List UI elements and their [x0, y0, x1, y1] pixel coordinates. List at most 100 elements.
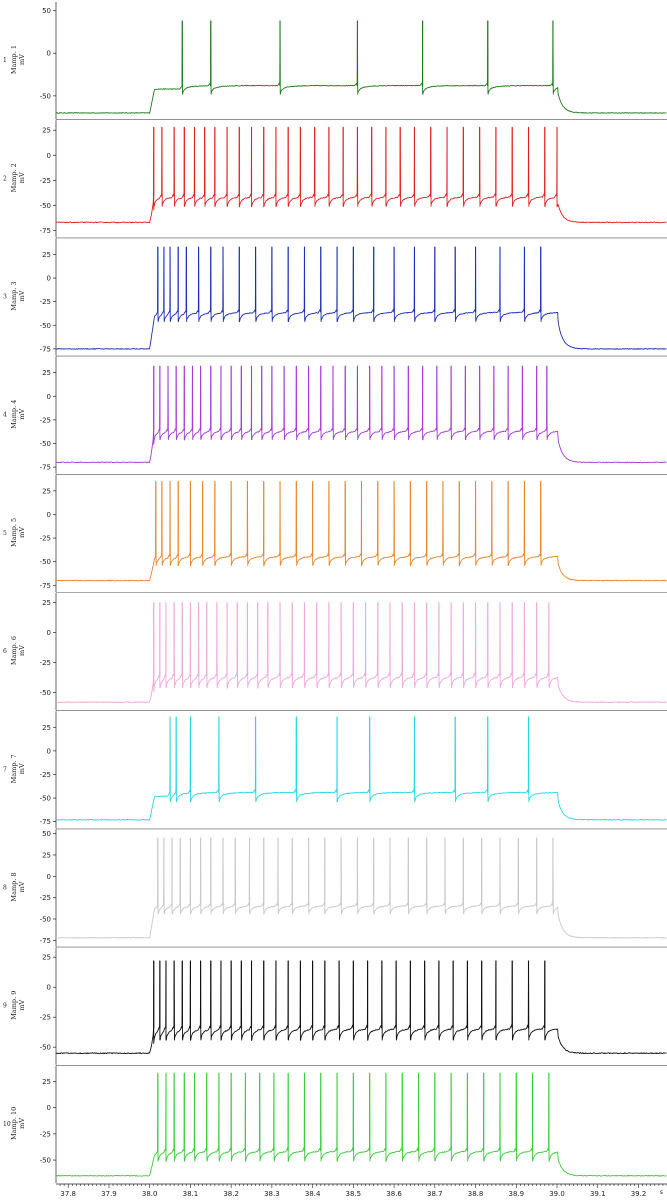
panel-name-label: Mamp. 4: [10, 400, 18, 429]
panel-name-label: Mamp. 5: [10, 518, 18, 547]
x-tick-label: 38.1: [183, 1190, 199, 1198]
panel-index-label: 4: [3, 412, 7, 419]
panel-unit-label: mV: [18, 999, 26, 1010]
panel-index-label: 5: [3, 530, 7, 537]
y-tick-label: 0: [47, 873, 51, 881]
x-tick-label: 39.0: [549, 1190, 565, 1198]
x-tick-label: 38.9: [508, 1190, 524, 1198]
panel-unit-label: mV: [18, 172, 26, 183]
x-tick-label: 37.8: [60, 1190, 76, 1198]
panel-index-label: 6: [3, 648, 7, 655]
panel-unit-label: mV: [18, 645, 26, 656]
y-tick-label: -25: [40, 894, 51, 902]
panel-unit-label: mV: [18, 1118, 26, 1129]
x-tick-label: 38.5: [346, 1190, 362, 1198]
x-tick-label: 39.2: [631, 1190, 647, 1198]
y-tick-label: 0: [47, 747, 51, 755]
y-tick-label: 0: [47, 393, 51, 401]
panel-5: 25 0 -25 -50 -75 5 Mamp. 5 mV: [3, 473, 667, 592]
y-tick-label: 25: [42, 1078, 51, 1086]
panel-index-label: 10: [3, 1121, 11, 1128]
y-tick-label: -25: [40, 177, 51, 185]
y-tick-label: -75: [40, 582, 51, 590]
y-tick-label: 0: [47, 50, 51, 58]
y-tick-label: 0: [47, 511, 51, 519]
y-tick-label: -50: [40, 916, 51, 924]
panel-unit-label: mV: [18, 54, 26, 65]
y-tick-label: 25: [42, 369, 51, 377]
y-tick-label: -50: [40, 322, 51, 330]
panel-2: 25 0 -25 -50 -75 2 Mamp. 2 mV: [3, 119, 667, 238]
y-tick-label: 25: [42, 599, 51, 607]
y-tick-label: 50: [42, 7, 51, 15]
panel-name-label: Mamp. 1: [10, 45, 18, 74]
panel-name-label: Mamp. 9: [10, 991, 18, 1020]
panel-index-label: 8: [3, 885, 7, 892]
y-tick-label: -75: [40, 345, 51, 353]
trace-line-7: [55, 716, 667, 821]
y-tick-label: -25: [40, 535, 51, 543]
trace-line-1: [55, 20, 667, 114]
panel-name-label: Mamp. 2: [10, 163, 18, 192]
y-tick-label: -50: [40, 1044, 51, 1052]
y-tick-label: 0: [47, 152, 51, 160]
y-tick-label: -75: [40, 818, 51, 826]
panel-3: 25 0 -25 -50 -75 3 Mamp. 3 mV: [3, 237, 667, 356]
x-tick-label: 38.6: [386, 1190, 402, 1198]
y-tick-label: 25: [42, 852, 51, 860]
panel-index-label: 2: [3, 175, 7, 182]
panel-name-label: Mamp. 10: [10, 1107, 18, 1140]
y-tick-label: 25: [42, 251, 51, 259]
y-tick-label: 0: [47, 1104, 51, 1112]
y-tick-label: -25: [40, 771, 51, 779]
panel-name-label: Mamp. 6: [10, 636, 18, 665]
trace-line-3: [55, 246, 667, 350]
y-tick-label: -50: [40, 202, 51, 210]
panel-unit-label: mV: [18, 408, 26, 419]
y-tick-label: -25: [40, 1014, 51, 1022]
x-tick-label: 38.7: [427, 1190, 443, 1198]
y-tick-label: -25: [40, 1130, 51, 1138]
panel-unit-label: mV: [18, 881, 26, 892]
x-unit-label: s: [660, 1189, 663, 1196]
y-tick-label: -50: [40, 1157, 51, 1165]
y-tick-label: -50: [40, 92, 51, 100]
panel-name-label: Mamp. 7: [10, 754, 18, 783]
y-tick-label: -50: [40, 795, 51, 803]
y-tick-label: -25: [40, 659, 51, 667]
y-tick-label: -50: [40, 558, 51, 566]
trace-line-6: [55, 602, 667, 704]
y-tick-label: 0: [47, 629, 51, 637]
trace-line-5: [55, 480, 667, 582]
x-tick-label: 38.8: [468, 1190, 484, 1198]
panel-name-label: Mamp. 8: [10, 872, 18, 901]
y-tick-label: -50: [40, 689, 51, 697]
y-tick-label: 0: [47, 275, 51, 283]
panel-7: 25 0 -25 -50 -75 7 Mamp. 7 mV: [3, 710, 667, 829]
y-tick-label: -50: [40, 440, 51, 448]
y-tick-label: 25: [42, 487, 51, 495]
y-tick-label: 25: [42, 127, 51, 135]
panel-10: 25 0 -25 -50 10 Mamp. 10 mV: [3, 1065, 667, 1183]
trace-line-9: [55, 960, 667, 1055]
panel-1: 50 0 -50 1 Mamp. 1 mV: [3, 2, 667, 120]
trace-line-2: [55, 126, 667, 224]
panel-8: 50 25 0 -25 -50 -75 8 Mamp. 8 mV: [3, 828, 667, 947]
y-tick-label: 50: [42, 830, 51, 838]
y-tick-label: 0: [47, 984, 51, 992]
panel-index-label: 9: [3, 1003, 7, 1010]
panel-unit-label: mV: [18, 763, 26, 774]
time-axis: 37.8 37.9 38.0 38.1 38.2 38.3 38.4 38.5 38.6 38.7…: [56, 1183, 667, 1198]
y-tick-label: 25: [42, 954, 51, 962]
trace-line-10: [55, 1072, 667, 1177]
panel-index-label: 3: [3, 294, 7, 301]
panel-index-label: 1: [3, 57, 7, 64]
x-tick-label: 38.4: [305, 1190, 321, 1198]
y-tick-label: 25: [42, 724, 51, 732]
y-tick-label: -75: [40, 937, 51, 945]
trace-line-8: [55, 837, 667, 939]
panel-9: 25 0 -25 -50 9 Mamp. 9 mV: [3, 946, 667, 1065]
y-tick-label: -25: [40, 416, 51, 424]
panel-unit-label: mV: [18, 527, 26, 538]
